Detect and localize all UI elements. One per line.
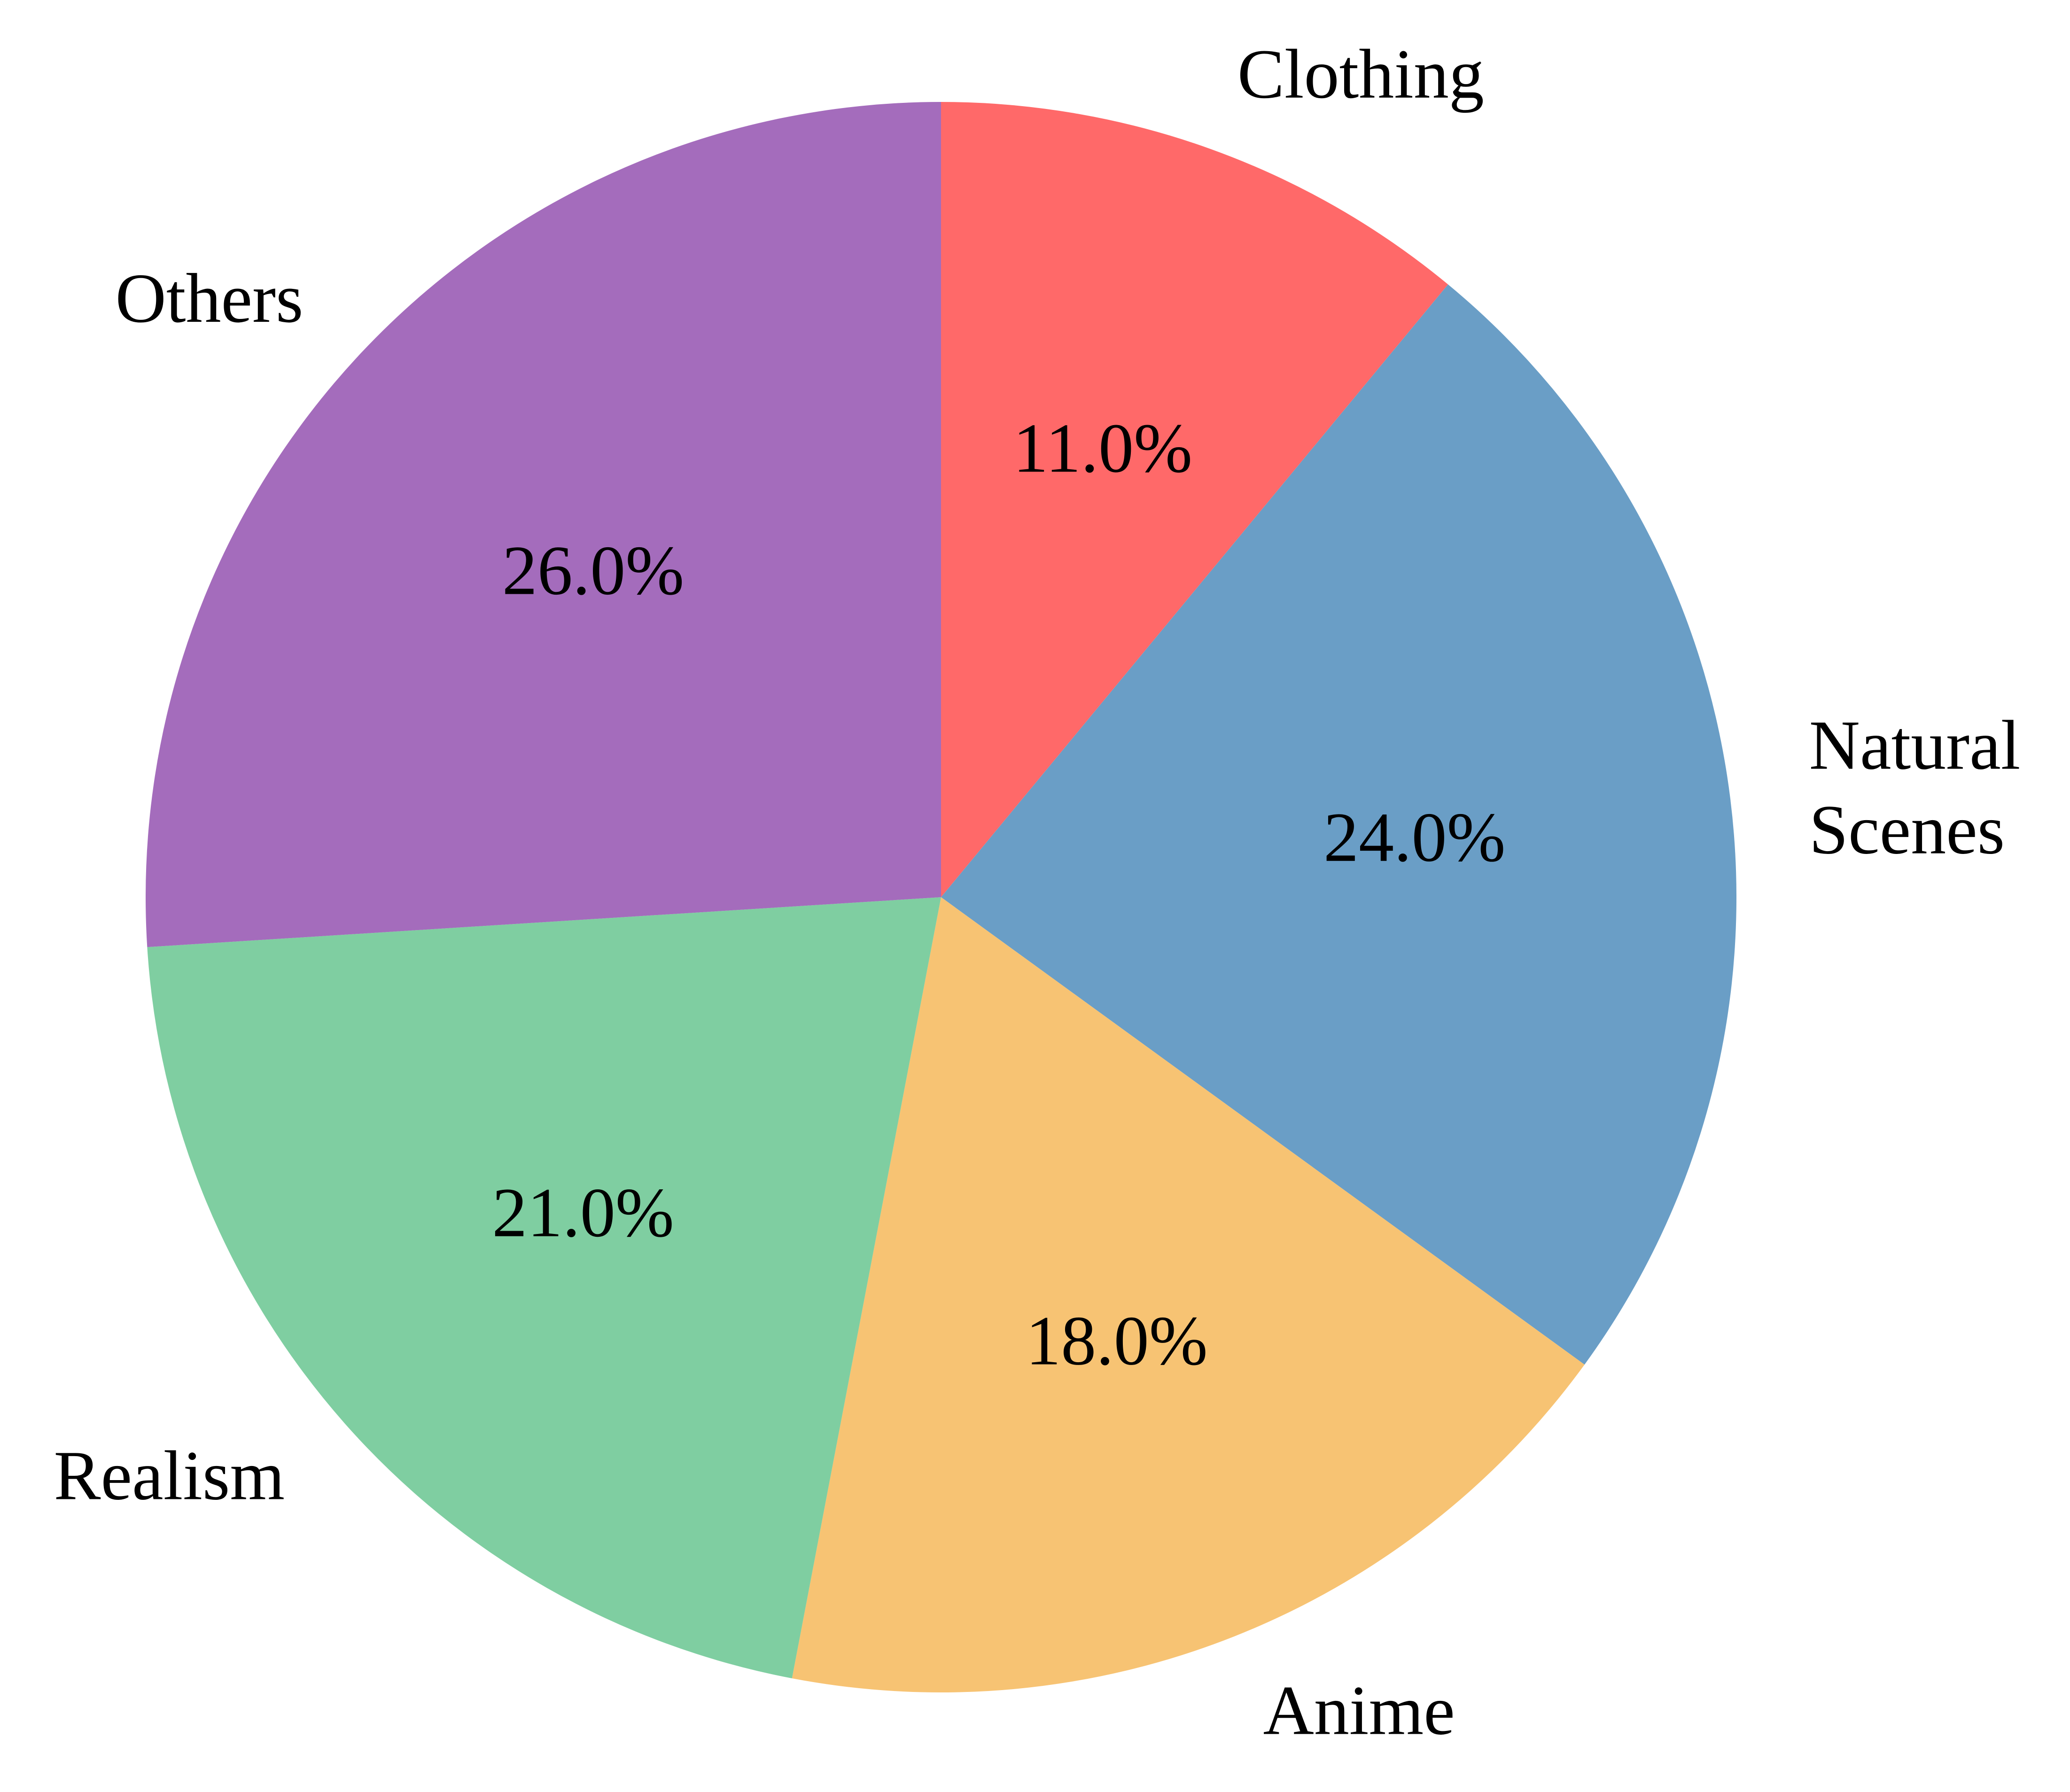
percent-label-clothing: 11.0% <box>1013 409 1192 487</box>
percent-label-natural-scenes: 24.0% <box>1323 799 1505 877</box>
category-label-line: Anime <box>1263 1672 1455 1750</box>
category-label-line: Scenes <box>1809 791 2005 869</box>
category-label-line: Realism <box>54 1437 285 1515</box>
category-label-line: Clothing <box>1237 35 1484 113</box>
percent-labels: 11.0% 24.0% 18.0% 21.0% 26.0% <box>492 409 1505 1380</box>
category-labels: Clothing Natural Scenes Anime Realism Others <box>54 35 2020 1750</box>
percent-label-anime: 18.0% <box>1026 1302 1207 1380</box>
pie-slice-others <box>145 102 941 947</box>
category-label-anime: Anime <box>1263 1672 1455 1750</box>
pie-slice-clothing <box>941 102 1448 897</box>
category-label-clothing: Clothing <box>1237 35 1484 113</box>
percent-label-realism: 21.0% <box>492 1174 674 1252</box>
category-label-natural-scenes: Natural Scenes <box>1809 706 2021 869</box>
category-label-line: Natural <box>1809 706 2021 784</box>
pie-slices <box>145 102 1737 1692</box>
pie-slice-natural-scenes <box>941 284 1737 1365</box>
percent-label-others: 26.0% <box>502 532 684 610</box>
category-label-line: Others <box>116 259 303 337</box>
pie-slice-realism <box>147 897 942 1679</box>
category-label-realism: Realism <box>54 1437 285 1515</box>
pie-slice-anime <box>792 897 1585 1692</box>
category-label-others: Others <box>116 259 303 337</box>
